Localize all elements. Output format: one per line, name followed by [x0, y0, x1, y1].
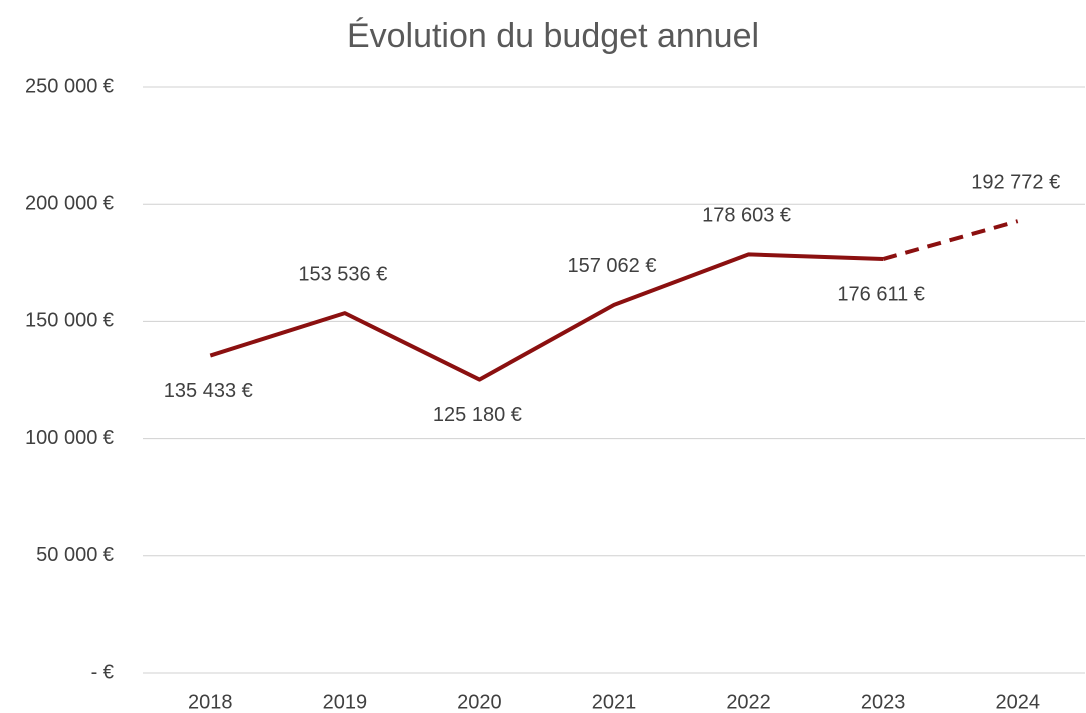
x-tick-label: 2022	[726, 691, 771, 713]
y-tick-label: 200 000 €	[25, 192, 114, 214]
y-tick-label: 100 000 €	[25, 427, 114, 449]
x-tick-label: 2023	[861, 691, 906, 713]
x-tick-label: 2020	[457, 691, 502, 713]
x-tick-label: 2019	[323, 691, 368, 713]
data-label: 178 603 €	[702, 205, 791, 227]
line-dashed-link	[882, 219, 1019, 261]
x-tick-label: 2024	[995, 691, 1040, 713]
data-label: 125 180 €	[433, 404, 522, 426]
y-tick-label: 150 000 €	[25, 310, 114, 332]
line	[209, 252, 884, 382]
data-label: 153 536 €	[298, 263, 387, 285]
data-label: 176 611 €	[837, 283, 925, 305]
x-tick-label: 2021	[592, 691, 637, 713]
y-tick-label: 250 000 €	[25, 75, 114, 97]
y-tick-label: - €	[91, 661, 114, 683]
data-label: 135 433 €	[164, 380, 253, 402]
chart-title: Évolution du budget annuel	[347, 17, 759, 55]
y-tick-label: 50 000 €	[36, 544, 114, 566]
data-label: 192 772 €	[971, 171, 1060, 193]
data-label: 157 062 €	[568, 255, 657, 277]
x-tick-label: 2018	[188, 691, 233, 713]
